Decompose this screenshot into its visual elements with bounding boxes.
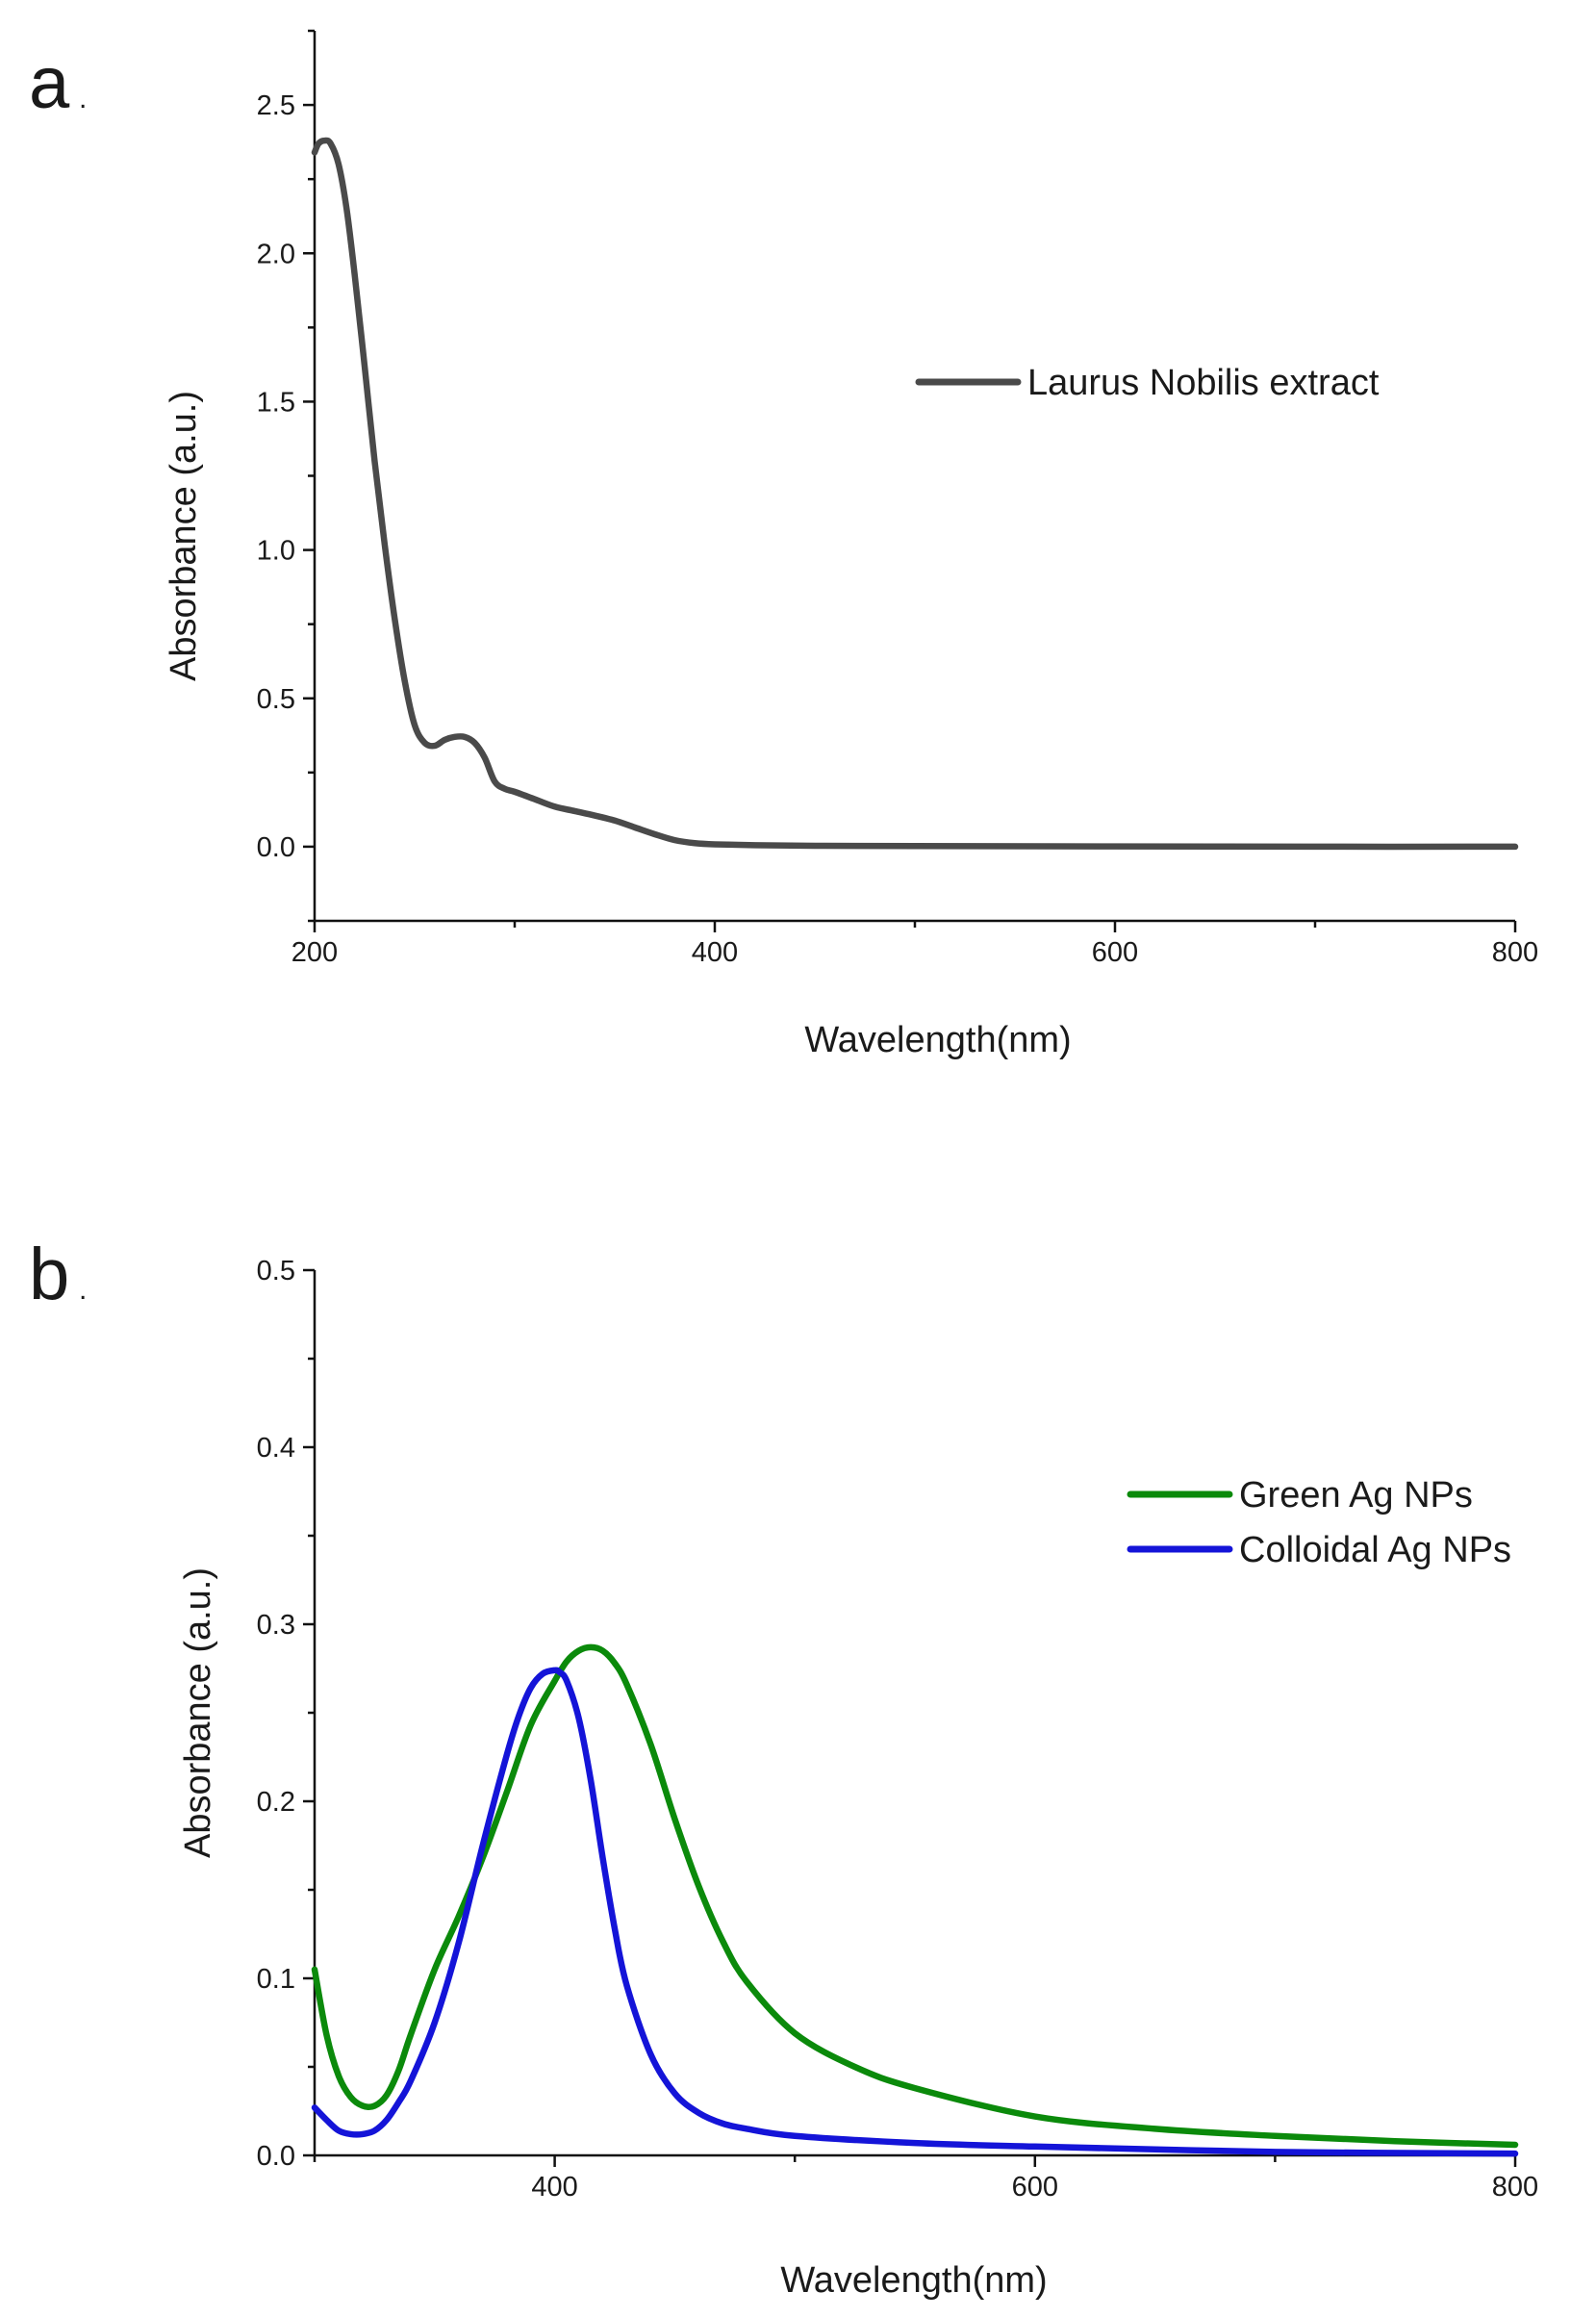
panel-b-ticks xyxy=(303,1268,1517,2167)
a-y-tick-label-1-5: 1.5 xyxy=(257,387,295,418)
legend-label-laurus-nobilis: Laurus Nobilis extract xyxy=(1027,363,1380,403)
b-x-tick-label-800: 800 xyxy=(1492,2172,1538,2203)
a-y-tick-label-2-0: 2.0 xyxy=(257,239,295,269)
a-y-tick-label-0-5: 0.5 xyxy=(257,684,295,715)
panel-a-axes xyxy=(313,31,1515,923)
b-y-tick-label-0-1: 0.1 xyxy=(257,1964,295,1995)
a-y-tick-label-1-0: 1.0 xyxy=(257,536,295,567)
panel-b-tick-labels: 400 600 800 0.0 0.1 0.2 0.3 0.4 0.5 xyxy=(257,1256,1539,2203)
panel-b-legend: Green Ag NPs Colloidal Ag NPs xyxy=(1127,1475,1511,1570)
legend-label-colloidal-ag-nps: Colloidal Ag NPs xyxy=(1239,1530,1511,1570)
panel-b-letter: b xyxy=(29,1234,69,1315)
panel-b-y-axis-title: Absorbance (a.u.) xyxy=(178,1567,218,1858)
b-y-tick-label-0-5: 0.5 xyxy=(257,1256,295,1286)
panel-a-series xyxy=(311,137,1519,851)
panel-a-letter: a xyxy=(29,42,70,124)
panel-a-legend: Laurus Nobilis extract xyxy=(915,363,1380,403)
panel-a: a . 200 400 600 800 0.0 0.5 1.0 1.5 2.0 2.5 Wavel… xyxy=(29,29,1539,1060)
b-y-tick-label-0-4: 0.4 xyxy=(257,1433,295,1464)
legend-label-green-ag-nps: Green Ag NPs xyxy=(1239,1475,1473,1516)
panel-a-x-axis-title: Wavelength(nm) xyxy=(804,1020,1071,1060)
panel-b-x-axis-title: Wavelength(nm) xyxy=(780,2260,1047,2301)
a-x-tick-label-800: 800 xyxy=(1492,937,1538,968)
a-y-tick-label-0-0: 0.0 xyxy=(257,832,295,863)
panel-a-dot: . xyxy=(79,83,87,115)
b-x-tick-label-600: 600 xyxy=(1012,2172,1058,2203)
b-x-tick-label-400: 400 xyxy=(531,2172,577,2203)
panel-b-dot: . xyxy=(79,1274,87,1306)
panel-a-ticks xyxy=(303,29,1517,932)
series-line-colloidal-ag-nps xyxy=(311,1667,1519,2157)
panel-b: b . 400 600 800 0.0 0.1 0.2 0.3 0.4 0.5 Waveleng… xyxy=(29,1234,1538,2301)
b-y-tick-label-0-2: 0.2 xyxy=(257,1787,295,1818)
series-line-laurus-nobilis-extract xyxy=(311,137,1519,851)
a-x-tick-label-200: 200 xyxy=(291,937,338,968)
b-y-tick-label-0-3: 0.3 xyxy=(257,1610,295,1641)
a-x-tick-label-600: 600 xyxy=(1092,937,1138,968)
panel-b-series xyxy=(311,1643,1519,2157)
a-y-tick-label-2-5: 2.5 xyxy=(257,90,295,121)
b-y-tick-label-0-0: 0.0 xyxy=(257,2141,295,2172)
a-x-tick-label-400: 400 xyxy=(692,937,738,968)
series-line-green-ag-nps xyxy=(311,1643,1519,2149)
panel-a-tick-labels: 200 400 600 800 0.0 0.5 1.0 1.5 2.0 2.5 xyxy=(257,90,1539,968)
panel-a-y-axis-title: Absorbance (a.u.) xyxy=(164,391,204,681)
panel-b-axes xyxy=(313,1270,1515,2157)
